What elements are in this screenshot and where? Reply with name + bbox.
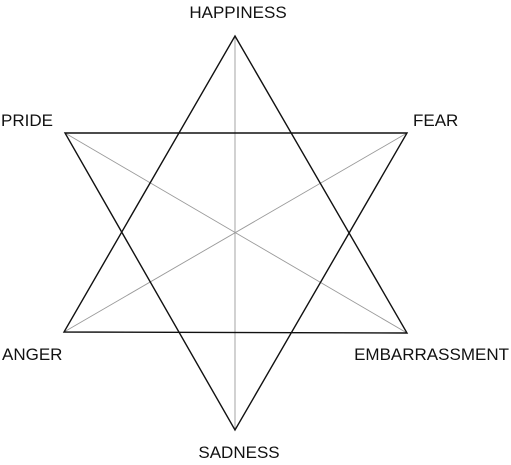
label-embarrassment: EMBARRASSMENT	[354, 345, 509, 364]
label-pride: PRIDE	[1, 111, 53, 130]
axis-pride-embarrassment	[64, 132, 408, 334]
label-sadness: SADNESS	[198, 443, 279, 462]
label-happiness: HAPPINESS	[189, 3, 286, 22]
label-fear: FEAR	[413, 111, 458, 130]
upward-triangle	[62, 34, 409, 334]
axis-fear-anger	[63, 132, 408, 333]
downward-triangle	[63, 132, 409, 432]
label-anger: ANGER	[2, 345, 62, 364]
